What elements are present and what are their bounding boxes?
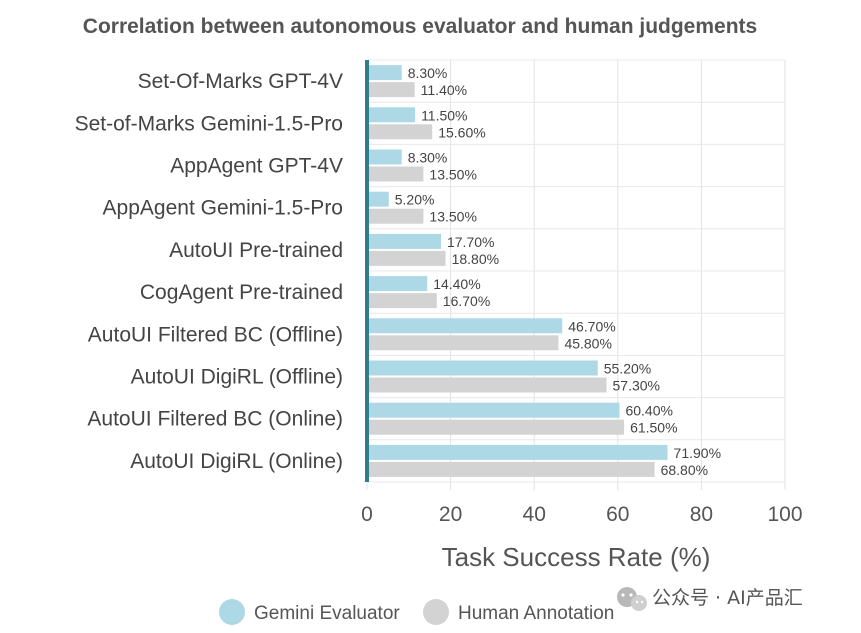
bar-human <box>367 335 559 351</box>
category-label: AutoUI Pre-trained <box>169 239 343 262</box>
bar-gemini <box>367 65 402 81</box>
bar-gemini <box>367 191 389 207</box>
chart-title: Correlation between autonomous evaluator… <box>83 15 757 38</box>
category-label: AppAgent GPT-4V <box>170 155 343 178</box>
x-tick-label: 20 <box>439 503 462 526</box>
legend-label: Gemini Evaluator <box>254 603 400 624</box>
watermark: 公众号 · AI产品汇 <box>617 587 803 611</box>
value-label: 60.40% <box>625 403 672 419</box>
value-label: 68.80% <box>661 462 708 478</box>
value-label: 18.80% <box>452 251 499 267</box>
bar-gemini <box>367 233 441 249</box>
wechat-icon <box>617 587 647 611</box>
bar-gemini <box>367 360 598 376</box>
value-label: 14.40% <box>433 276 480 292</box>
bar-gemini <box>367 149 402 165</box>
watermark-text: 公众号 · AI产品汇 <box>652 587 803 609</box>
category-label: CogAgent Pre-trained <box>140 281 343 304</box>
x-axis: 0 20 40 60 80 100 <box>361 60 803 526</box>
x-tick-label: 40 <box>523 503 546 526</box>
bar-gemini <box>367 318 563 334</box>
value-label: 16.70% <box>443 293 490 309</box>
legend: Gemini Evaluator Human Annotation <box>219 599 614 625</box>
category-label: Set-Of-Marks GPT-4V <box>138 70 343 93</box>
bar-gemini <box>367 444 668 460</box>
bar-gemini <box>367 107 416 123</box>
value-label: 46.70% <box>568 318 615 334</box>
category-labels: Set-Of-Marks GPT-4V Set-of-Marks Gemini-1… <box>75 70 343 473</box>
value-label: 61.50% <box>630 420 677 436</box>
legend-item: Human Annotation <box>423 599 614 625</box>
grid <box>366 59 786 490</box>
value-label: 55.20% <box>604 361 651 377</box>
legend-swatch <box>423 599 449 625</box>
legend-item: Gemini Evaluator <box>219 599 400 625</box>
value-label: 15.60% <box>438 124 485 140</box>
value-label: 5.20% <box>395 192 435 208</box>
bar-human <box>367 166 424 182</box>
value-label: 8.30% <box>408 150 448 166</box>
bar-human <box>367 208 424 224</box>
value-label: 13.50% <box>429 167 476 183</box>
category-label: AutoUI Filtered BC (Offline) <box>88 323 343 346</box>
bar-gemini <box>367 402 620 418</box>
bar-gemini <box>367 276 428 292</box>
bar-human <box>367 461 655 477</box>
value-label: 17.70% <box>447 234 494 250</box>
value-label: 11.50% <box>421 107 467 123</box>
bar-human <box>367 82 415 98</box>
x-axis-title: Task Success Rate (%) <box>442 542 711 572</box>
category-label: AppAgent Gemini-1.5-Pro <box>103 197 343 220</box>
value-label: 11.40% <box>421 82 467 98</box>
legend-label: Human Annotation <box>458 603 614 624</box>
bar-human <box>367 250 446 266</box>
category-label: Set-of-Marks Gemini-1.5-Pro <box>75 112 343 135</box>
value-label: 13.50% <box>429 209 476 225</box>
value-label: 45.80% <box>564 335 611 351</box>
bar-human <box>367 124 433 140</box>
category-label: AutoUI DigiRL (Offline) <box>131 366 343 389</box>
x-tick-label: 0 <box>361 503 373 526</box>
bars: 8.30%11.40%11.50%15.60%8.30%13.50%5.20%1… <box>367 65 721 478</box>
value-label: 8.30% <box>408 65 448 81</box>
x-tick-label: 100 <box>767 503 802 526</box>
category-label: AutoUI Filtered BC (Online) <box>87 408 343 431</box>
x-tick-label: 80 <box>690 503 713 526</box>
legend-swatch <box>219 599 245 625</box>
x-tick-label: 60 <box>606 503 629 526</box>
category-label: AutoUI DigiRL (Online) <box>130 450 343 473</box>
value-label: 57.30% <box>613 378 660 394</box>
bar-human <box>367 293 437 309</box>
bar-human <box>367 419 625 435</box>
bar-human <box>367 377 607 393</box>
value-label: 71.90% <box>674 445 721 461</box>
